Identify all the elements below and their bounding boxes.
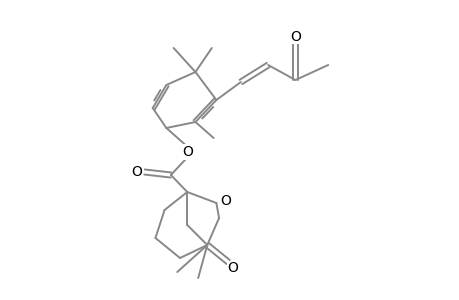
Text: O: O [131, 165, 141, 179]
Text: O: O [181, 145, 192, 159]
Text: O: O [289, 29, 300, 44]
Text: O: O [227, 261, 238, 275]
Text: O: O [219, 194, 230, 208]
